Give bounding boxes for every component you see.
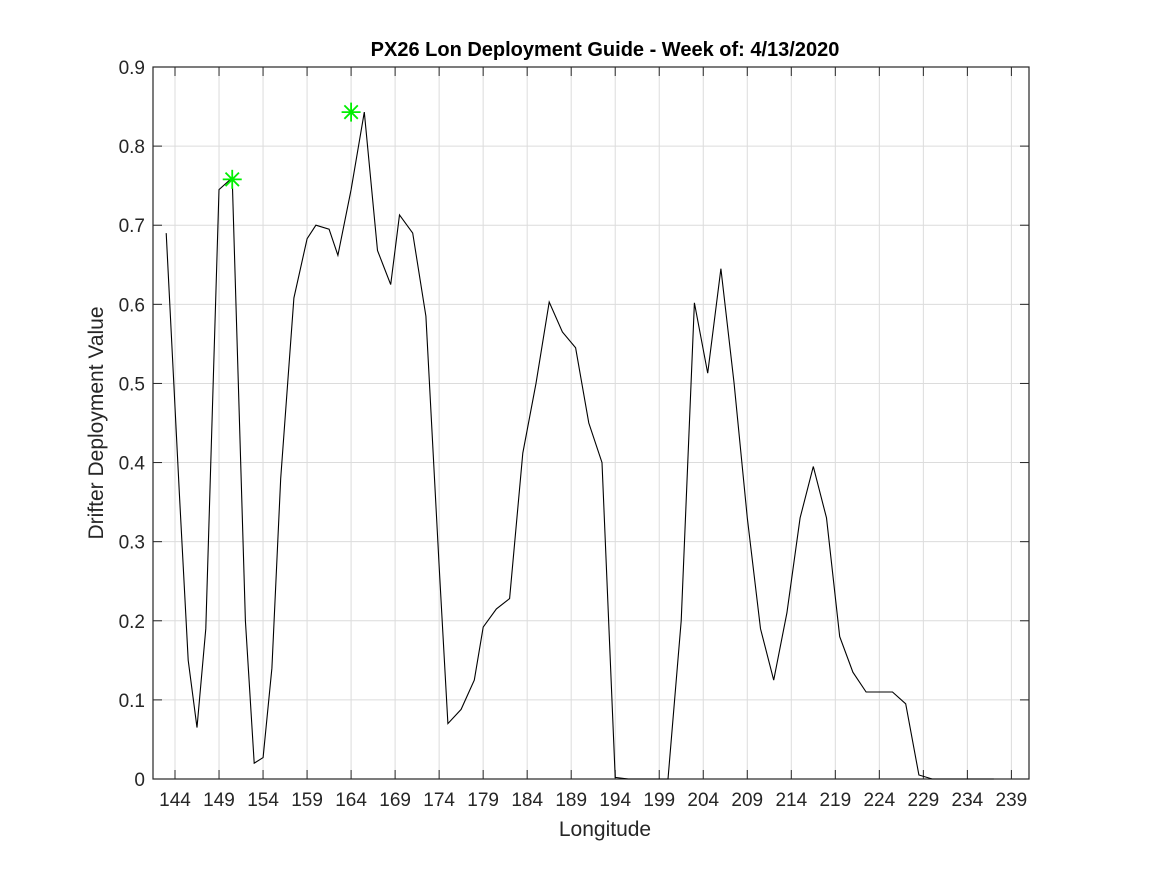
x-tick-label: 159	[291, 790, 323, 811]
x-tick-label: 229	[908, 790, 940, 811]
x-tick-label: 144	[159, 790, 191, 811]
y-tick-label: 0.8	[119, 137, 145, 158]
x-tick-label: 179	[467, 790, 499, 811]
x-tick-label: 219	[819, 790, 851, 811]
star-marker	[222, 169, 242, 189]
x-tick-label: 189	[555, 790, 587, 811]
series-line	[165, 112, 994, 780]
y-tick-label: 0.6	[119, 295, 145, 316]
y-tick-label: 0.3	[119, 533, 145, 554]
plot-area-box	[152, 66, 1030, 780]
y-tick-label: 0.1	[119, 691, 145, 712]
axis-ticks	[153, 66, 1029, 780]
y-tick-labels: 0 0.1 0.2 0.3 0.4 0.5 0.6 0.7 0.8 0.9	[119, 58, 146, 791]
y-tick-label: 0.7	[119, 216, 145, 237]
x-tick-label: 209	[731, 790, 763, 811]
x-tick-label: 204	[687, 790, 719, 811]
x-tick-label: 214	[775, 790, 807, 811]
y-tick-label: 0.9	[119, 58, 145, 79]
x-tick-label: 194	[599, 790, 631, 811]
x-tick-label: 154	[247, 790, 279, 811]
x-tick-label: 239	[996, 790, 1028, 811]
y-tick-label: 0.4	[119, 454, 146, 475]
x-tick-label: 149	[203, 790, 235, 811]
x-tick-label: 169	[379, 790, 411, 811]
highlight-markers	[222, 102, 361, 189]
data-series	[165, 112, 994, 780]
x-tick-label: 234	[952, 790, 984, 811]
star-marker	[341, 102, 361, 122]
y-tick-label: 0.2	[119, 612, 145, 633]
chart-title: PX26 Lon Deployment Guide - Week of: 4/1…	[371, 39, 840, 61]
y-tick-label: 0.5	[119, 374, 145, 395]
y-tick-label: 0	[134, 770, 145, 791]
y-axis-label: Drifter Deployment Value	[85, 306, 108, 539]
x-tick-label: 164	[335, 790, 367, 811]
x-tick-label: 184	[511, 790, 543, 811]
x-tick-labels: 144 149 154 159 164 169 174 179 184 189 194 199 204 2…	[159, 790, 1027, 811]
grid-lines	[153, 66, 1029, 780]
x-tick-label: 199	[643, 790, 675, 811]
x-axis-label: Longitude	[559, 818, 651, 841]
x-tick-label: 224	[863, 790, 895, 811]
x-tick-label: 174	[423, 790, 455, 811]
